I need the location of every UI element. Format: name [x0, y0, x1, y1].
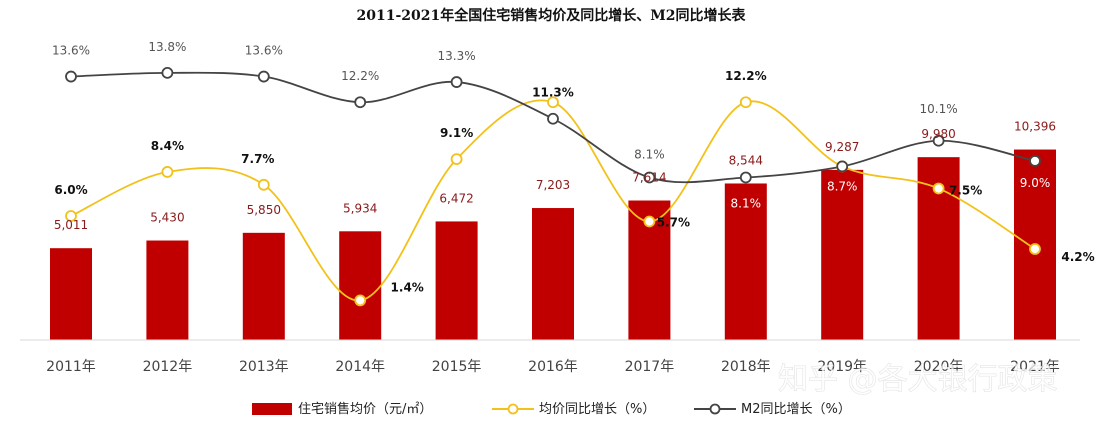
bar-0 — [50, 248, 92, 340]
bar-value-label-7: 8,544 — [729, 153, 763, 167]
m2-growth-label-10: 9.0% — [1020, 176, 1051, 190]
x-tick-label-4: 2015年 — [432, 359, 482, 375]
bar-4 — [435, 221, 478, 340]
bar-value-label-6: 7,614 — [632, 171, 666, 185]
m2-growth-label-9: 10.1% — [920, 102, 958, 116]
legend-avg-growth-marker — [507, 403, 519, 415]
axis-layer: 2011年 2012年 2013年 2014年 2015年 2016年 2017年 2018年… — [20, 339, 1080, 375]
m2-growth-point-1 — [161, 66, 174, 79]
lines-layer — [65, 66, 1041, 307]
m2-growth-point-3 — [354, 96, 367, 109]
watermark: 知乎 @各大银行政策 — [778, 362, 1058, 397]
bar-1 — [146, 240, 189, 340]
legend-bar-swatch — [252, 403, 292, 415]
x-tick-label-0: 2011年 — [46, 359, 96, 375]
avg-growth-point-10 — [1029, 243, 1041, 255]
avg-growth-label-7: 12.2% — [725, 69, 767, 83]
m2-growth-label-5: 11.3% — [532, 86, 574, 100]
legend-avg-growth-label: 均价同比增长（%） — [539, 402, 655, 417]
x-tick-label-8: 2019年 — [817, 359, 867, 375]
bars-layer — [50, 149, 1056, 340]
m2-growth-point-7 — [739, 171, 752, 184]
avg-growth-point-2 — [257, 178, 270, 191]
bar-value-label-0: 5,011 — [54, 218, 88, 232]
avg-growth-point-0 — [65, 210, 77, 222]
avg-growth-label-10: 4.2% — [1061, 250, 1094, 264]
legend-m2-growth-label: M2同比增长（%） — [741, 402, 851, 417]
m2-growth-point-10 — [1029, 155, 1041, 167]
legend: 住宅销售均价（元/㎡） 均价同比增长（%） M2同比增长（%） — [252, 401, 851, 417]
bar-3 — [339, 231, 382, 340]
avg-growth-label-2: 7.7% — [241, 152, 274, 166]
bar-value-label-9: 9,980 — [921, 127, 955, 141]
x-tick-label-10: 2021年 — [1010, 359, 1060, 375]
chart-title: 2011-2021年全国住宅销售均价及同比增长、M2同比增长表 — [357, 7, 747, 24]
bar-value-label-1: 5,430 — [150, 211, 184, 225]
bar-value-label-10: 10,396 — [1014, 120, 1056, 134]
m2-growth-label-2: 13.6% — [245, 44, 283, 58]
m2-growth-point-5 — [547, 112, 559, 125]
legend-bar-label: 住宅销售均价（元/㎡） — [298, 401, 432, 417]
avg-growth-label-1: 8.4% — [151, 139, 184, 153]
bar-value-label-8: 9,287 — [825, 140, 859, 154]
bar-5 — [532, 208, 574, 340]
avg-growth-label-6: 5.7% — [657, 216, 690, 230]
bar-value-label-3: 5,934 — [343, 201, 377, 215]
avg-growth-point-9 — [932, 182, 945, 195]
avg-growth-point-4 — [450, 153, 463, 166]
x-tick-label-5: 2016年 — [528, 359, 578, 375]
m2-growth-point-6 — [643, 171, 656, 184]
x-tick-label-9: 2020年 — [914, 359, 964, 375]
avg-growth-point-1 — [161, 166, 174, 178]
m2-growth-point-8 — [836, 160, 849, 173]
avg-growth-label-8: 8.7% — [827, 179, 858, 193]
bar-value-label-4: 6,472 — [439, 191, 473, 205]
x-tick-label-6: 2017年 — [625, 359, 675, 375]
m2-growth-point-0 — [65, 70, 77, 83]
avg-growth-point-3 — [354, 294, 367, 307]
m2-growth-point-9 — [932, 134, 945, 147]
x-tick-label-3: 2014年 — [335, 359, 385, 375]
bar-7 — [724, 183, 767, 340]
m2-growth-label-7: 8.1% — [731, 196, 762, 210]
bar-2 — [242, 232, 285, 340]
bar-8 — [821, 169, 864, 340]
avg-growth-label-3: 1.4% — [391, 280, 424, 294]
avg-growth-label-9: 7.5% — [949, 183, 982, 197]
avg-growth-point-5 — [547, 96, 559, 109]
avg-growth-label-4: 9.1% — [440, 126, 473, 140]
m2-growth-label-1: 13.8% — [148, 40, 186, 54]
x-tick-label-7: 2018年 — [721, 359, 771, 375]
m2-growth-label-3: 12.2% — [341, 69, 379, 83]
m2-growth-label-6: 8.1% — [634, 147, 665, 161]
bar-value-label-5: 7,203 — [536, 178, 570, 192]
avg-growth-point-6 — [643, 215, 656, 228]
m2-growth-point-2 — [257, 70, 270, 83]
x-tick-label-2: 2013年 — [239, 359, 289, 375]
legend-m2-growth-marker — [709, 403, 721, 415]
m2-growth-label-4: 13.3% — [438, 49, 476, 63]
labels-layer: 5,011 5,430 5,850 5,934 6,472 7,203 7,614 8,544… — [52, 40, 1095, 295]
m2-growth-point-4 — [450, 76, 463, 88]
x-tick-label-1: 2012年 — [143, 359, 193, 375]
avg-growth-label-0: 6.0% — [54, 183, 87, 197]
avg-growth-point-7 — [739, 96, 752, 109]
m2-growth-label-0: 13.6% — [52, 44, 90, 58]
bar-value-label-2: 5,850 — [247, 203, 281, 217]
